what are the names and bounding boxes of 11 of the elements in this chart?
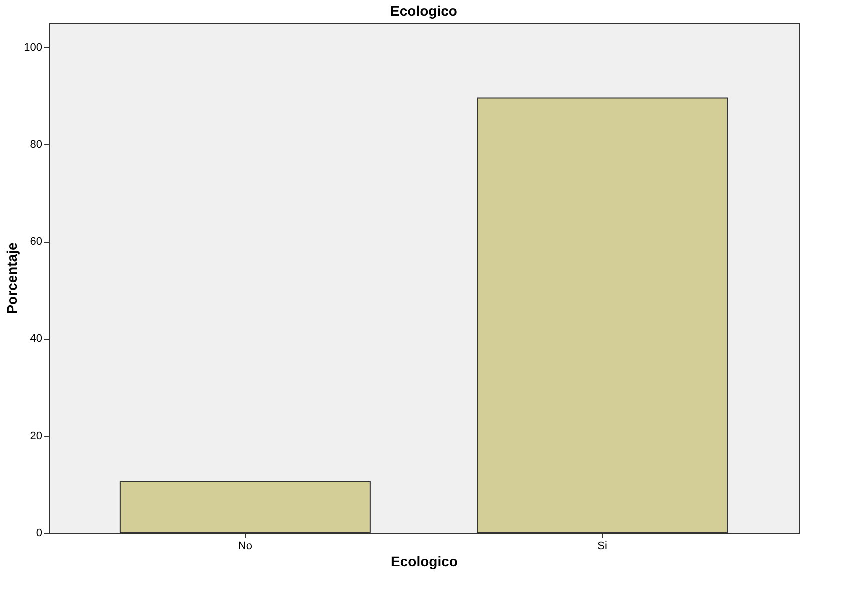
x-tick-label: Si [598,540,608,552]
y-tick-label: 0 [36,528,42,540]
x-tick-label: No [238,540,252,552]
y-tick-label: 40 [30,333,42,346]
y-tick-label: 60 [30,236,42,248]
y-axis-title: Porcentaje [4,242,20,314]
x-axis-title: Ecologico [391,554,458,570]
chart-title: Ecologico [390,3,458,19]
y-tick-label: 100 [24,42,42,54]
y-tick-label: 20 [30,430,42,442]
y-tick-label: 80 [30,138,42,151]
